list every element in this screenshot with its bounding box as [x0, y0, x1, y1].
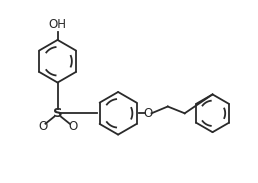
Text: O: O: [144, 107, 153, 120]
Text: O: O: [38, 120, 47, 133]
Text: S: S: [53, 107, 62, 120]
Text: O: O: [68, 120, 77, 133]
Text: OH: OH: [49, 18, 67, 31]
